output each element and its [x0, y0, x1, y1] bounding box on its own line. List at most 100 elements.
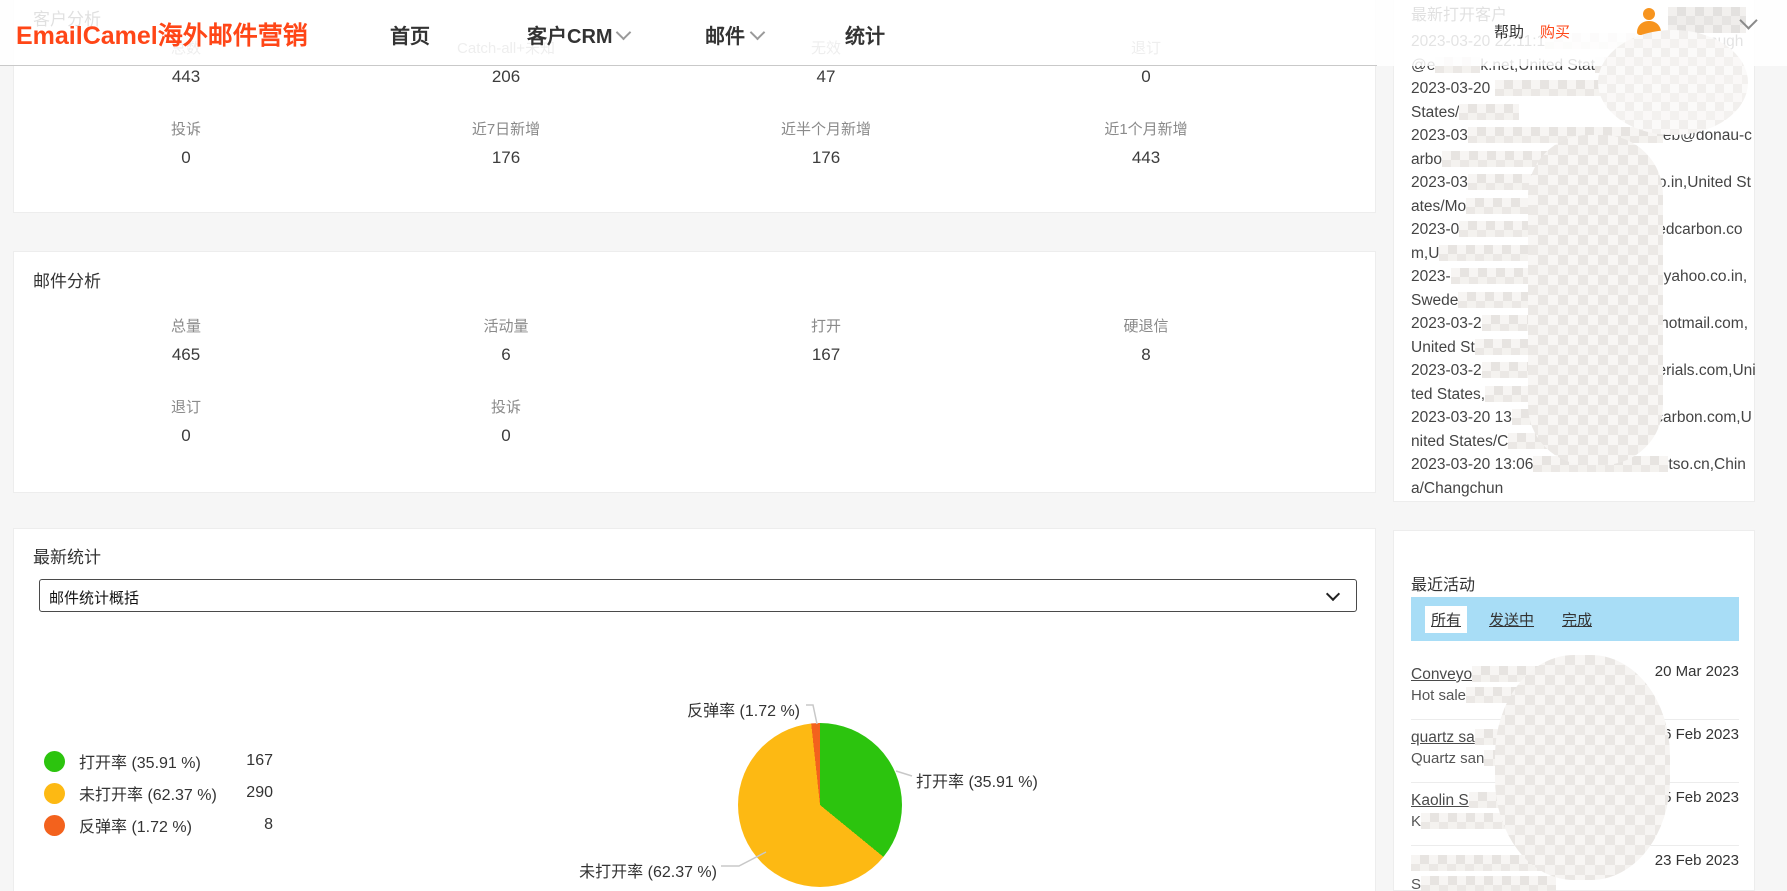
- stat-cell: 近7日新增 176: [346, 121, 666, 168]
- stats-report-select[interactable]: 邮件统计概括: [39, 579, 1357, 612]
- campaign-date: 23 Feb 2023: [1654, 852, 1739, 869]
- username-censored: [1668, 7, 1746, 33]
- nav-item-customer-crm[interactable]: 客户CRM: [527, 26, 613, 48]
- stat-value: 443: [1131, 148, 1161, 167]
- stat-label: 近7日新增: [471, 121, 541, 138]
- stat-cell: 近半个月新增 176: [666, 121, 986, 168]
- pixelated-censor: [1421, 876, 1557, 891]
- text-fragment: quartz sa: [1411, 729, 1475, 746]
- text-fragment: 2023-03-20 13: [1411, 409, 1512, 426]
- text-fragment: 2023-03: [1411, 127, 1468, 144]
- legend-value: 290: [246, 784, 273, 801]
- recent-activity-title: 最近活动: [1411, 577, 1476, 594]
- text-fragment: 2023-: [1411, 268, 1451, 285]
- stat-label: 总量: [170, 318, 201, 335]
- stat-cell: 退订 0: [26, 399, 346, 446]
- activity-tab-bar: 所有 发送中 完成: [1411, 597, 1739, 641]
- stat-label: 硬退信: [1123, 318, 1169, 335]
- activity-tab-all[interactable]: 所有: [1425, 606, 1468, 633]
- legend-color-dot: [44, 750, 65, 772]
- legend-row: 打开率 (35.91 %) 167: [44, 745, 273, 777]
- text-fragment: 2023-03-2: [1411, 315, 1482, 332]
- nav-item-mail[interactable]: 邮件: [705, 26, 745, 48]
- stat-cell: 总量 465: [26, 318, 346, 365]
- header-divider: [0, 65, 1377, 66]
- legend-label: 打开率 (35.91 %): [79, 755, 201, 772]
- stat-value: 176: [491, 148, 521, 167]
- legend-color-dot: [44, 782, 65, 804]
- stat-value: 465: [171, 345, 201, 364]
- activity-tab-done[interactable]: 完成: [1562, 612, 1593, 629]
- activity-list-item: S 23 Feb 2023: [1411, 846, 1739, 891]
- campaign-date: 26 Feb 2023: [1654, 726, 1739, 743]
- campaign-link[interactable]: [1411, 852, 1551, 873]
- mail-stats-row-2: 退订 0 投诉 0: [26, 399, 666, 446]
- text-fragment: 2023-03-2: [1411, 362, 1482, 379]
- text-fragment: 2023-03-20 13:06: [1411, 456, 1534, 473]
- legend-value: 167: [246, 752, 273, 769]
- email-stats-pie-chart: [738, 723, 902, 887]
- activity-tab-sending[interactable]: 发送中: [1489, 612, 1535, 629]
- help-link[interactable]: 帮助: [1494, 24, 1525, 41]
- pie-label-open-rate: 打开率 (35.91 %): [916, 774, 1038, 791]
- stat-cell: 活动量 6: [346, 318, 666, 365]
- stat-cell: 打开 167: [666, 318, 986, 365]
- pixelated-censor: [1459, 103, 1520, 120]
- text-fragment: 2023-0: [1411, 221, 1460, 238]
- stat-value: 443: [171, 67, 201, 86]
- nav-item-statistics[interactable]: 统计: [845, 26, 885, 48]
- pixelated-censor: [1411, 855, 1551, 871]
- stat-value: 176: [811, 148, 841, 167]
- legend-color-dot: [44, 814, 65, 836]
- campaign-date: 20 Mar 2023: [1654, 663, 1739, 680]
- legend-value: 8: [264, 816, 273, 833]
- pie-label-bounce-rate: 反弹率 (1.72 %): [687, 703, 800, 720]
- stat-label: 投诉: [490, 399, 521, 416]
- header-bar: [0, 0, 1787, 66]
- pixelated-censor-blob: [1598, 30, 1748, 135]
- text-fragment: atedcarbon.com,U: [1411, 221, 1743, 262]
- text-fragment: s@hotmail.com,United St: [1411, 315, 1749, 356]
- brand-logo[interactable]: EmailCamel海外邮件营销: [16, 22, 308, 50]
- text-fragment: Kaolin S: [1411, 792, 1469, 809]
- stat-cell: 近1个月新增 443: [986, 121, 1306, 168]
- pixelated-censor-blob: [1528, 135, 1663, 465]
- stat-label: 活动量: [483, 318, 529, 335]
- stat-label: 投诉: [170, 121, 201, 138]
- nav-item-home[interactable]: 首页: [390, 26, 430, 48]
- pie-legend: 打开率 (35.91 %) 167 未打开率 (62.37 %) 290 反弹率 (1.…: [44, 745, 273, 841]
- mail-analysis-title: 邮件分析: [33, 272, 101, 291]
- stat-label: 近1个月新增: [1104, 121, 1188, 138]
- pixelated-censor: [1466, 197, 1542, 214]
- text-fragment: K: [1411, 813, 1422, 830]
- customer-stats-row-2: 投诉 0 近7日新增 176 近半个月新增 176 近1个月新增 443: [26, 121, 1306, 168]
- stat-cell: 投诉 0: [26, 121, 346, 168]
- text-fragment: Hot sale: [1411, 687, 1467, 704]
- text-fragment: Quartz san: [1411, 750, 1485, 767]
- stat-value: 47: [816, 67, 836, 86]
- text-fragment: Conveyo: [1411, 666, 1473, 683]
- stat-value: 0: [181, 426, 191, 445]
- stat-cell: 投诉 0: [346, 399, 666, 446]
- legend-row: 反弹率 (1.72 %) 8: [44, 809, 273, 841]
- buy-link[interactable]: 购买: [1540, 24, 1571, 41]
- text-fragment: jcarbon.com,United States/C: [1411, 409, 1752, 450]
- stats-select-value: 邮件统计概括: [49, 590, 140, 607]
- text-fragment: tso.cn,China/Changchun: [1411, 456, 1746, 497]
- chevron-down-icon: [1325, 586, 1341, 602]
- latest-stats-card: 最新统计 邮件统计概括: [13, 528, 1376, 891]
- campaign-date: 25 Feb 2023: [1654, 789, 1739, 806]
- pixelated-censor: [1442, 150, 1553, 167]
- opened-customer-entry: 2023-03-20 13:06 tso.cn,China/Changchun: [1411, 453, 1756, 500]
- stat-value: 0: [1141, 67, 1151, 86]
- mail-stats-row-1: 总量 465 活动量 6 打开 167 硬退信 8: [26, 318, 1306, 365]
- text-fragment: 2023-03: [1411, 174, 1468, 191]
- stat-value: 206: [491, 67, 521, 86]
- campaign-subject: S: [1411, 873, 1557, 891]
- stat-value: 6: [501, 345, 511, 364]
- latest-stats-title: 最新统计: [33, 548, 101, 567]
- mail-analysis-card: 邮件分析 总量 465 活动量 6 打开 167 硬退信 8 退订 0 投诉 0: [13, 251, 1376, 493]
- stat-value: 8: [1141, 345, 1151, 364]
